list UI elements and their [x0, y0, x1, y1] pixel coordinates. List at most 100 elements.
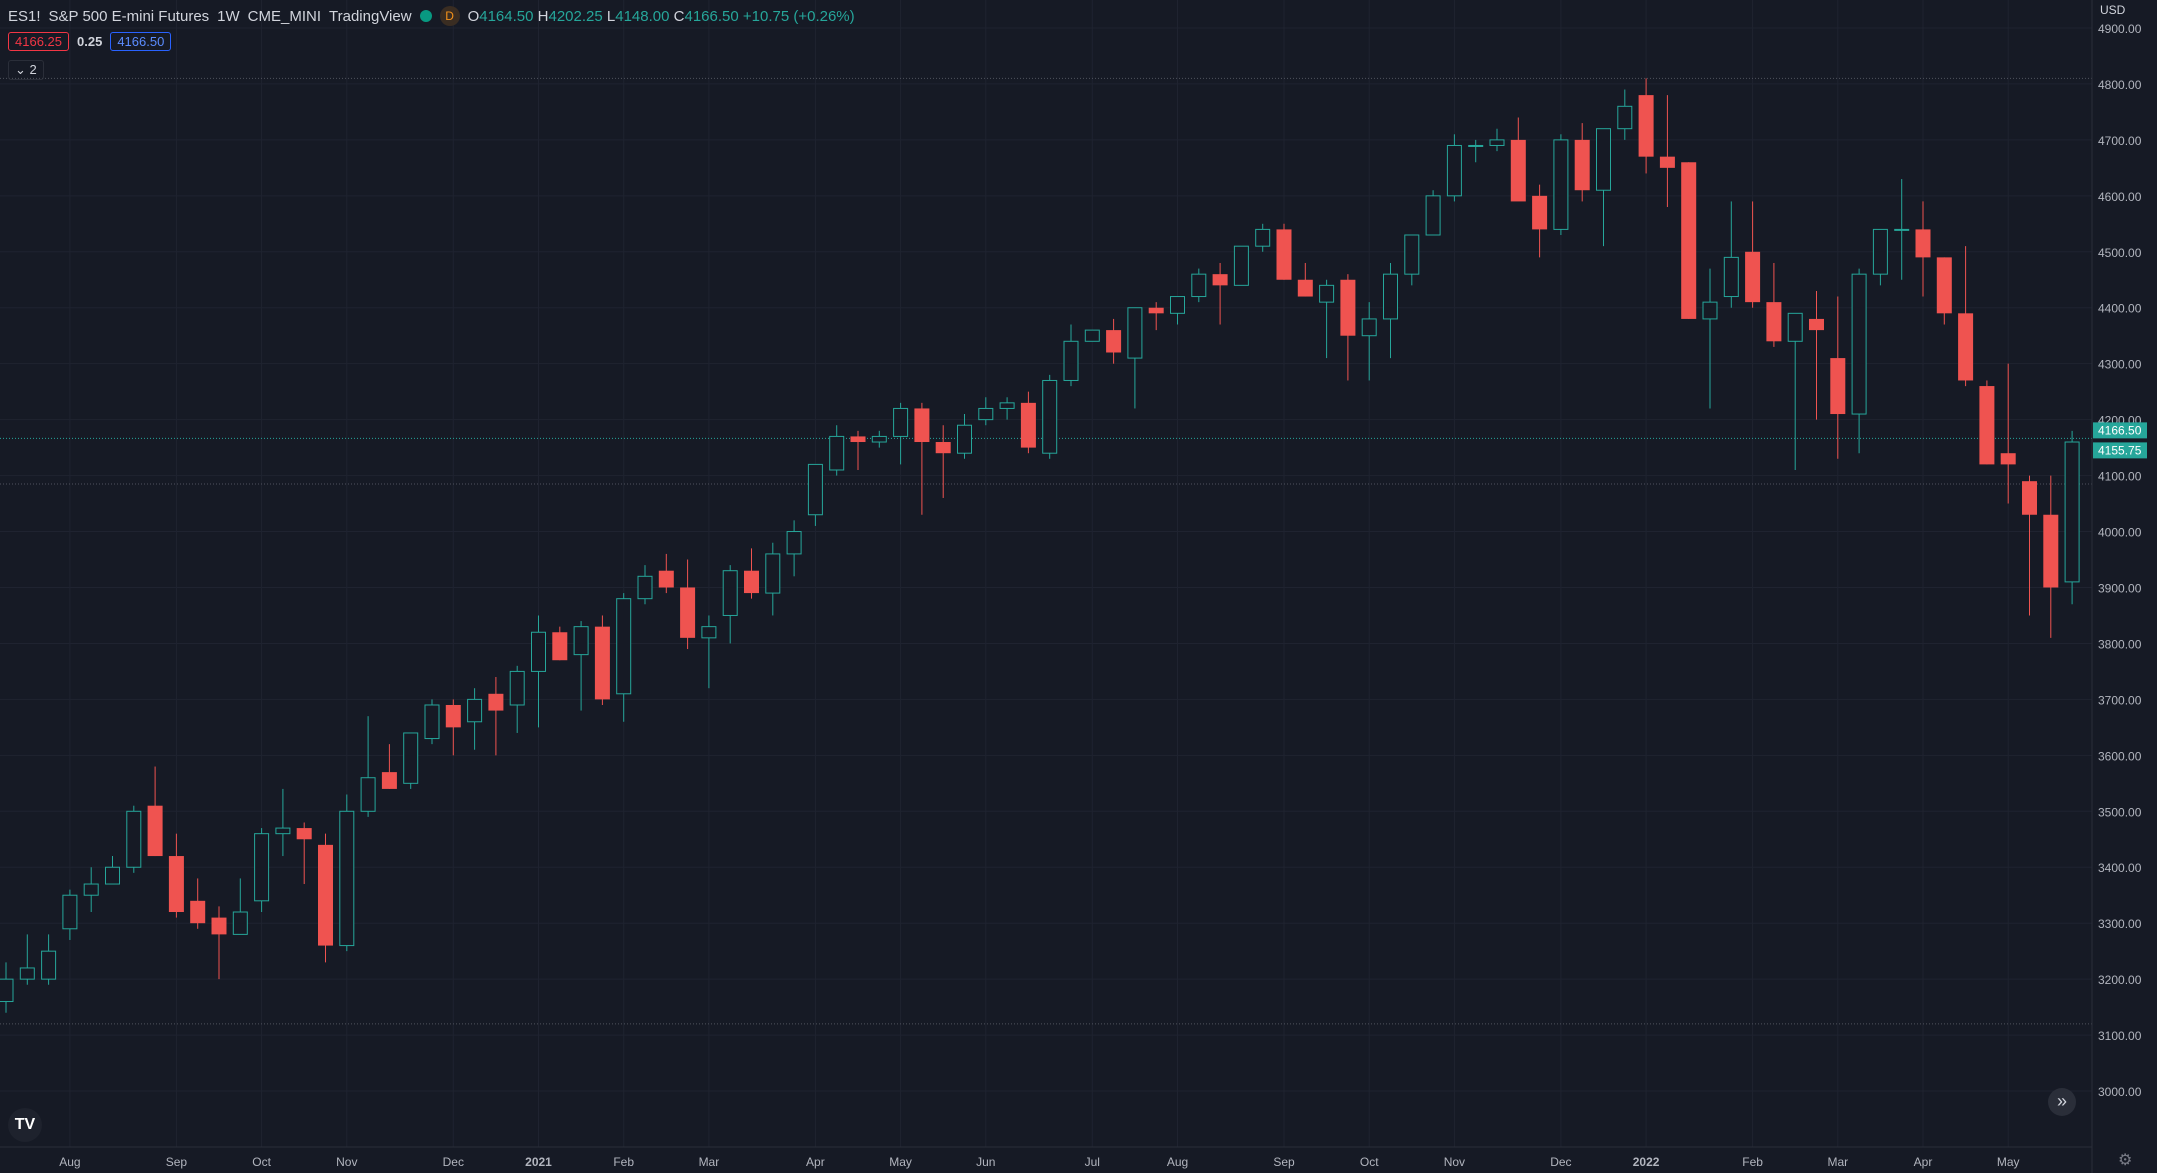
candle-body — [275, 827, 291, 835]
market-status-icon[interactable] — [419, 10, 432, 22]
time-tick-label: 2022 — [1633, 1155, 1660, 1169]
price-tick-label: 3600.00 — [2098, 749, 2142, 763]
bid-price[interactable]: 4166.25 — [8, 32, 69, 51]
candle-body — [1212, 274, 1228, 286]
price-tick-label: 4400.00 — [2098, 302, 2142, 316]
candle — [616, 593, 632, 722]
candle — [1766, 262, 1782, 347]
delayed-badge[interactable]: D — [439, 6, 460, 26]
candle-body — [445, 704, 461, 728]
candle-body — [190, 900, 206, 924]
candle — [1212, 262, 1228, 325]
candle — [147, 766, 163, 857]
candle-body — [424, 704, 440, 740]
price-tick-label: 4800.00 — [2098, 78, 2142, 92]
price-tick-label: 3400.00 — [2098, 861, 2142, 875]
candle — [914, 402, 930, 515]
candle — [1425, 190, 1441, 236]
candle-body — [871, 435, 887, 443]
candle — [1638, 78, 1654, 174]
candle — [1468, 139, 1484, 163]
time-tick-label: Feb — [1742, 1155, 1763, 1169]
scroll-to-realtime-icon[interactable]: » — [2048, 1088, 2076, 1116]
candle-body — [1617, 105, 1633, 130]
candle — [41, 934, 57, 985]
candle-body — [616, 598, 632, 695]
candle — [978, 397, 994, 426]
candle-body — [658, 570, 674, 588]
candle-body — [765, 553, 781, 594]
candle — [1148, 302, 1164, 331]
indicators-collapse-button[interactable]: ⌄ 2 — [8, 60, 44, 80]
candle-body — [680, 587, 696, 638]
candle-body — [957, 424, 972, 454]
interval[interactable]: 1W — [217, 7, 240, 25]
candle — [403, 732, 419, 789]
candle-body — [403, 732, 419, 784]
candle — [105, 856, 120, 885]
candle-body — [62, 894, 78, 930]
price-tick-label: 4500.00 — [2098, 246, 2142, 260]
candle-body — [318, 844, 333, 946]
candle-body — [1681, 162, 1697, 319]
candle — [1084, 329, 1100, 342]
candle — [935, 425, 951, 498]
candle — [1787, 312, 1803, 470]
candle-body — [1787, 312, 1803, 342]
candle-body — [360, 777, 376, 812]
candle — [1723, 201, 1739, 308]
time-axis: Aug Sep Oct Nov Dec 2021 Feb Mar Apr May Jun Jul Aug… — [59, 1155, 2019, 1169]
candle-body — [1255, 228, 1271, 247]
candle-body — [701, 626, 717, 639]
candle-body — [1319, 284, 1335, 303]
time-tick-label: Jun — [976, 1155, 995, 1169]
price-tick-label: 4600.00 — [2098, 190, 2142, 204]
ask-price[interactable]: 4166.50 — [110, 32, 172, 51]
candle-body — [594, 626, 610, 700]
symbol-legend[interactable]: ES1! S&P 500 E-mini Futures 1W CME_MINI … — [8, 6, 855, 26]
candle-body — [744, 570, 759, 594]
candle-body — [1191, 273, 1207, 298]
candle — [1063, 324, 1079, 387]
candle — [126, 805, 142, 873]
candle — [254, 828, 270, 913]
candle — [1979, 380, 1995, 465]
candle-body — [147, 805, 163, 857]
currency-label[interactable]: USD — [2100, 3, 2126, 17]
candle — [871, 430, 887, 448]
candle-body — [488, 693, 504, 711]
candle-body — [1020, 402, 1036, 448]
candle — [957, 414, 972, 459]
tradingview-logo-icon[interactable]: TV — [8, 1108, 42, 1142]
candle — [552, 626, 568, 661]
price-labels: 4166.50 4155.75 — [2093, 422, 2147, 459]
symbol-ticker[interactable]: ES1! — [8, 7, 41, 25]
symbol-name: S&P 500 E-mini Futures — [48, 7, 210, 25]
candle-body — [2000, 453, 2016, 465]
candle-body — [978, 407, 994, 421]
candle-body — [935, 442, 951, 454]
gear-icon[interactable]: ⚙ — [2118, 1152, 2133, 1169]
candle-body — [573, 626, 589, 656]
data-source: TradingView — [329, 7, 412, 25]
close-value: 4166.50 — [684, 7, 739, 25]
time-tick-label: Sep — [166, 1155, 188, 1169]
candle — [1020, 391, 1036, 454]
price-tick-label: 4000.00 — [2098, 526, 2142, 540]
candle — [531, 615, 546, 728]
price-tick-label: 3900.00 — [2098, 581, 2142, 595]
candle — [190, 878, 206, 929]
candle — [701, 615, 717, 689]
price-tick-label: 3100.00 — [2098, 1029, 2142, 1043]
candle — [1745, 201, 1761, 308]
candle — [1617, 89, 1633, 140]
price-tick-label: 4900.00 — [2098, 22, 2142, 36]
candle — [893, 402, 909, 465]
candle-body — [1489, 139, 1505, 146]
time-tick-label: May — [1997, 1155, 2020, 1169]
candle-body — [2043, 514, 2059, 588]
candle-body — [1170, 296, 1185, 314]
indicators-count: 2 — [29, 62, 37, 77]
